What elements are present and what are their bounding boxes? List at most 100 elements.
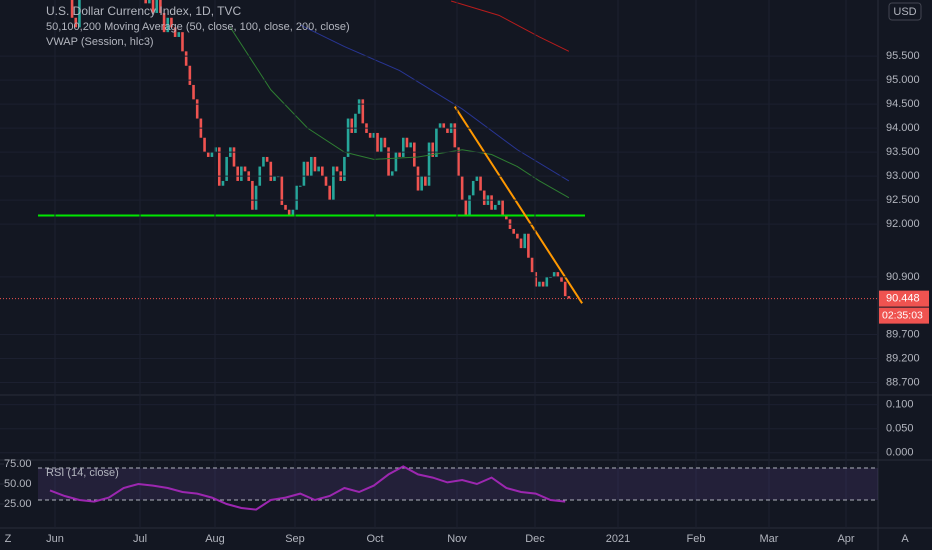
candle [479, 176, 482, 191]
moving-average [300, 24, 570, 182]
x-tick-label: Aug [205, 533, 225, 545]
candle [265, 156, 269, 162]
candle [203, 137, 206, 153]
x-tick-label: Jun [46, 533, 64, 545]
chart-title: U.S. Dollar Currency Index, 1D, TVC [46, 4, 242, 18]
x-tick-label: 2021 [606, 533, 630, 545]
y-tick-label: 50.00 [4, 478, 32, 490]
candle [567, 296, 571, 299]
candle [210, 152, 214, 157]
y-tick-label: 95.500 [886, 50, 920, 62]
y-tick-label: 75.00 [4, 458, 32, 470]
candle [556, 272, 560, 277]
candle [221, 180, 225, 186]
candle [232, 147, 236, 167]
candle [501, 200, 504, 215]
y-tick-label: 89.700 [886, 328, 920, 340]
candle [243, 166, 247, 172]
y-tick-label: 25.00 [4, 498, 32, 510]
candle [519, 238, 523, 249]
candle [383, 137, 387, 148]
candle [490, 195, 493, 210]
candle [335, 166, 339, 172]
y-tick-label: 0.100 [886, 399, 914, 411]
x-tick-label: Mar [760, 533, 779, 545]
candle [332, 166, 335, 201]
candle [468, 195, 471, 215]
x-tick-label: Dec [525, 533, 545, 545]
candle [427, 142, 431, 186]
last-price-label: 90.448 [886, 293, 920, 305]
candle [354, 113, 357, 133]
candle [206, 152, 210, 157]
candle [181, 32, 184, 52]
candle [184, 51, 188, 66]
y-tick-label: 89.200 [886, 352, 920, 364]
y-tick-label: 93.000 [886, 170, 920, 182]
candle [357, 99, 361, 114]
candle [431, 142, 435, 157]
candle [394, 152, 398, 172]
candle [505, 214, 508, 220]
candle [552, 272, 556, 277]
currency-button[interactable] [888, 2, 922, 21]
trend-line [453, 106, 583, 304]
candle [74, 17, 78, 28]
candle [387, 147, 390, 177]
candle [416, 166, 420, 191]
candle [284, 204, 287, 210]
candle [217, 147, 221, 186]
candle [236, 166, 239, 181]
x-tick-label: Apr [837, 533, 854, 545]
candle [512, 228, 515, 234]
plot [0, 0, 878, 528]
last-price-box [879, 290, 929, 307]
candle [280, 176, 284, 205]
candle [435, 128, 438, 157]
candle [464, 200, 468, 215]
candle [523, 233, 527, 249]
candle [173, 27, 177, 37]
countdown-box [879, 307, 929, 324]
candle [159, 0, 162, 13]
candle [188, 65, 192, 85]
x-tick-label: Nov [447, 533, 467, 545]
candle [162, 12, 166, 33]
candle [538, 281, 541, 287]
candle [390, 171, 394, 177]
rsi-title: RSI (14, close) [46, 467, 119, 479]
candle [166, 17, 170, 33]
candle [563, 281, 567, 297]
candle [298, 185, 302, 187]
rsi-band [38, 468, 878, 500]
candle [321, 166, 324, 177]
corner-button[interactable]: Z [5, 533, 12, 545]
candle [442, 123, 446, 129]
candle [225, 156, 228, 181]
candle [291, 209, 295, 215]
candle [192, 84, 195, 100]
candle [350, 118, 354, 133]
candle [361, 99, 365, 124]
candle [170, 17, 173, 28]
countdown-label: 02:35:03 [882, 309, 923, 321]
candle [328, 185, 331, 201]
candle [78, 0, 81, 28]
candle [302, 161, 306, 186]
candle [453, 123, 457, 148]
candle [424, 176, 427, 186]
candle [482, 190, 486, 205]
x-tick-label: Jul [133, 533, 147, 545]
candle [313, 156, 317, 172]
moving-average [450, 0, 570, 52]
candle [306, 161, 309, 177]
candle [273, 176, 276, 181]
corner-button[interactable]: A [901, 533, 909, 545]
candle [541, 281, 545, 287]
candle [251, 180, 254, 210]
candle [376, 132, 379, 153]
candle [195, 99, 199, 119]
candle [324, 176, 328, 186]
candle [530, 257, 534, 273]
